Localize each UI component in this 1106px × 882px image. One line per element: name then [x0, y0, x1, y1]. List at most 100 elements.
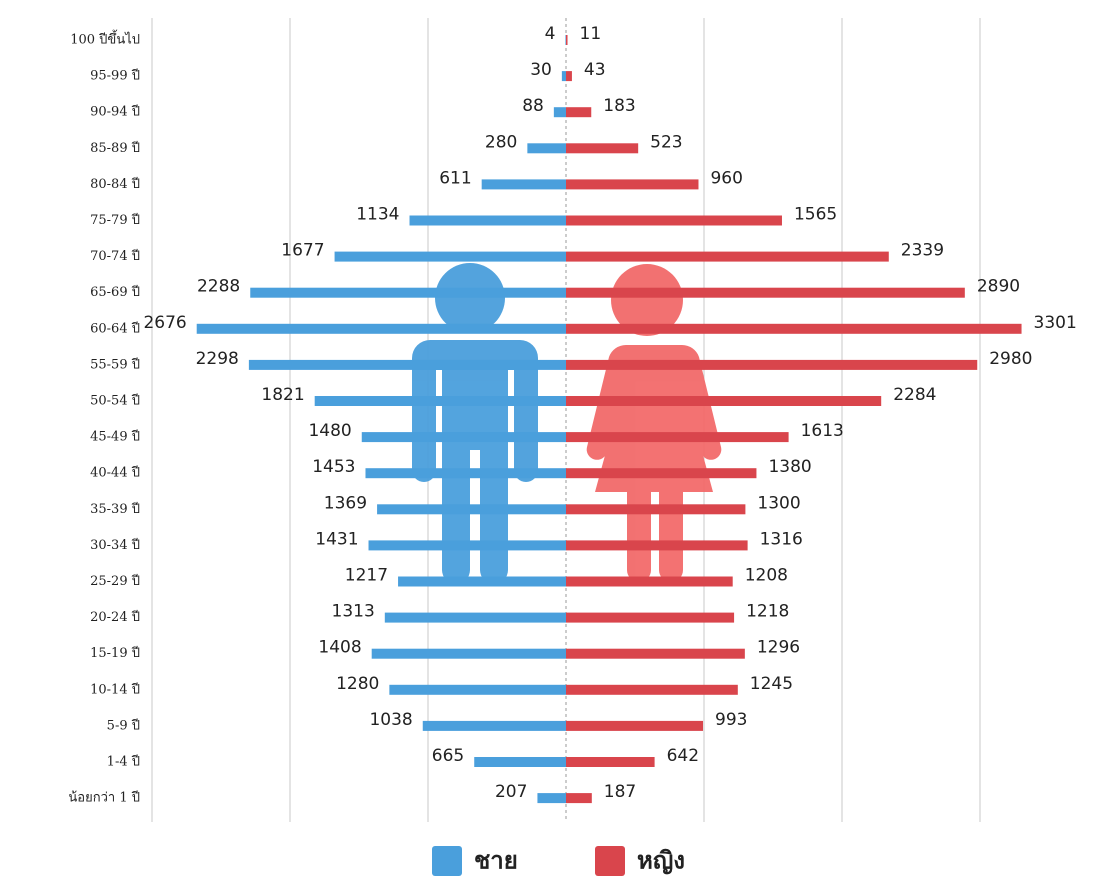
y-tick-label: 45-49 ปี [90, 429, 140, 445]
bar [384, 612, 566, 623]
bar [566, 251, 889, 262]
person-icons [412, 263, 722, 584]
legend-swatch [432, 846, 462, 876]
bar [566, 359, 978, 370]
y-tick-label: 10-14 ปี [90, 681, 140, 697]
bar [566, 432, 789, 443]
male-icon [412, 263, 538, 584]
y-tick-label: 80-84 ปี [90, 176, 140, 192]
value-label: 1453 [312, 457, 355, 477]
grid [151, 18, 981, 822]
value-label: 1313 [332, 602, 375, 622]
y-tick-label: 40-44 ปี [90, 465, 140, 481]
bar [566, 71, 572, 82]
bar [566, 35, 568, 45]
female-icon [586, 264, 722, 582]
value-label: 187 [604, 782, 636, 802]
bar [566, 612, 735, 623]
bar [377, 504, 566, 515]
bar [566, 793, 592, 804]
y-tick-label: 20-24 ปี [90, 609, 140, 625]
legend-label: ชาย [474, 846, 518, 875]
bar [566, 215, 782, 226]
y-tick-label: 85-89 ปี [90, 140, 140, 156]
value-label: 2980 [989, 349, 1032, 369]
value-label: 2676 [143, 313, 186, 333]
value-label: 1038 [369, 710, 412, 730]
bar [365, 468, 566, 479]
bar [566, 540, 748, 551]
y-tick-label: 15-19 ปี [90, 645, 140, 661]
y-tick-label: 50-54 ปี [90, 393, 140, 409]
value-label: 1296 [757, 638, 800, 658]
value-label: 960 [710, 168, 742, 188]
value-label: 3301 [1034, 313, 1077, 333]
value-label: 2284 [893, 385, 936, 405]
bar [250, 287, 567, 298]
y-tick-label: 30-34 ปี [90, 537, 140, 553]
value-label: 1821 [261, 385, 304, 405]
value-label: 280 [485, 132, 517, 152]
bar [553, 107, 566, 118]
bar [566, 576, 733, 587]
bar [474, 757, 566, 767]
y-tick-label: 1-4 ปี [107, 754, 140, 770]
bar [566, 468, 757, 479]
y-tick-label: 75-79 ปี [90, 212, 140, 228]
bar [566, 757, 655, 767]
bar [566, 143, 639, 154]
y-tick-label: 55-59 ปี [90, 356, 140, 372]
value-label: 1208 [745, 566, 788, 586]
value-label: 207 [495, 782, 527, 802]
value-label: 1245 [750, 674, 793, 694]
value-label: 183 [603, 96, 635, 116]
value-label: 642 [667, 746, 699, 766]
value-label: 1217 [345, 566, 388, 586]
bar [481, 179, 566, 190]
value-label: 1300 [757, 493, 800, 513]
value-label: 1218 [746, 602, 789, 622]
legend-swatch [595, 846, 625, 876]
value-label: 2339 [901, 241, 944, 261]
bar [371, 648, 566, 659]
bar [566, 648, 745, 659]
value-label: 1565 [794, 205, 837, 225]
y-tick-label: 100 ปีขึ้นไป [70, 30, 140, 48]
bar [314, 396, 566, 406]
value-label: 1613 [801, 421, 844, 441]
bar [566, 684, 738, 695]
bar [389, 684, 566, 695]
bar [566, 720, 704, 731]
y-tick-label: 35-39 ปี [90, 501, 140, 517]
bar [566, 323, 1022, 334]
bar [248, 359, 566, 370]
y-tick-label: 70-74 ปี [90, 248, 140, 264]
value-label: 2298 [196, 349, 239, 369]
value-label: 30 [530, 60, 552, 80]
bar [566, 504, 746, 515]
bar [565, 35, 566, 45]
value-label: 1280 [336, 674, 379, 694]
value-label: 1369 [324, 493, 367, 513]
value-label: 1431 [315, 529, 358, 549]
y-tick-label: 60-64 ปี [90, 320, 140, 336]
bar [566, 396, 882, 406]
bar [398, 576, 566, 587]
bar [361, 432, 566, 443]
y-tick-label: 25-29 ปี [90, 573, 140, 589]
y-tick-label: 65-69 ปี [90, 284, 140, 300]
bar [566, 179, 699, 190]
y-tick-label: 5-9 ปี [107, 717, 140, 733]
value-label: 993 [715, 710, 747, 730]
y-tick-label: 90-94 ปี [90, 104, 140, 120]
value-label: 2288 [197, 277, 240, 297]
value-label: 1677 [281, 241, 324, 261]
value-label: 1316 [760, 529, 803, 549]
value-label: 4 [545, 24, 556, 44]
value-label: 665 [432, 746, 464, 766]
value-label: 11 [580, 24, 602, 44]
value-label: 2890 [977, 277, 1020, 297]
value-label: 523 [650, 132, 682, 152]
value-label: 43 [584, 60, 606, 80]
